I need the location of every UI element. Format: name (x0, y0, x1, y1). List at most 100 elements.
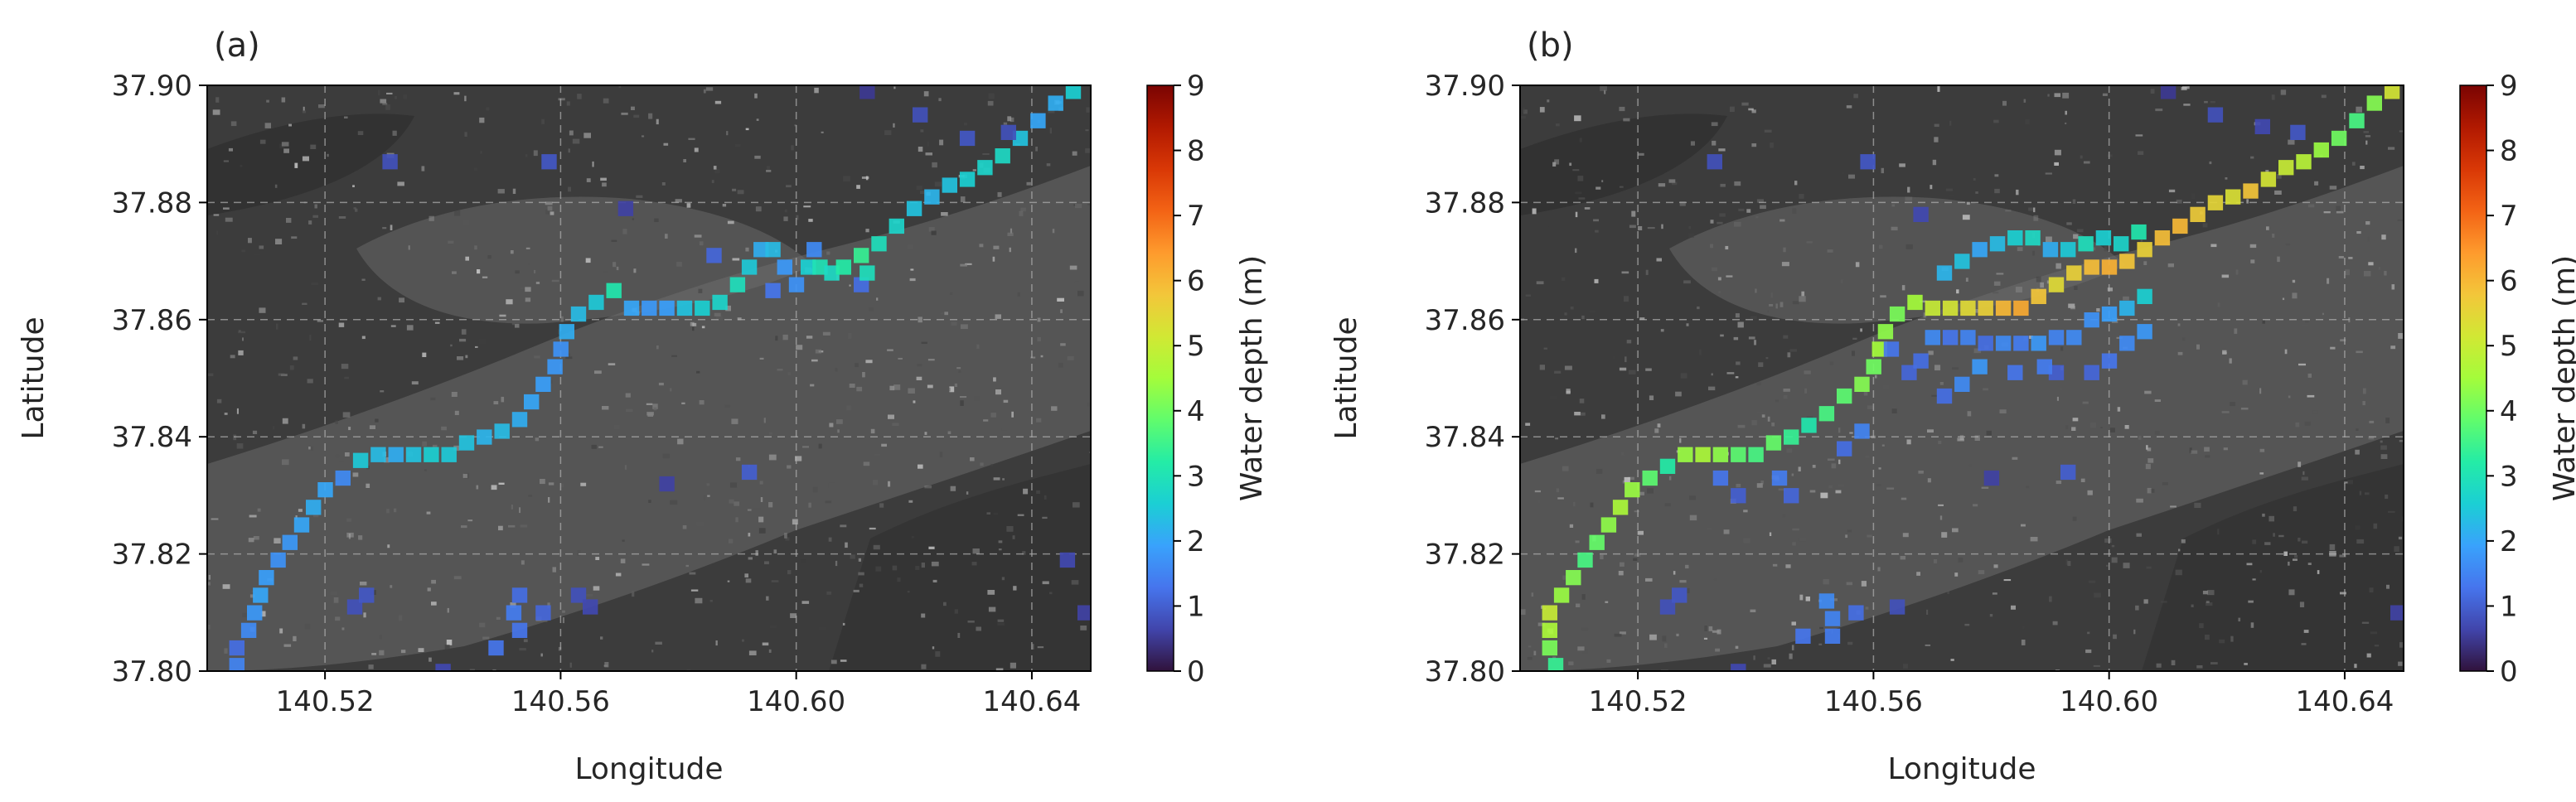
water-depth-cell (765, 283, 781, 298)
water-depth-cell (2119, 336, 2135, 351)
water-depth-cell (1547, 658, 1564, 671)
satellite-basemap (207, 85, 1091, 671)
water-depth-cell (1960, 300, 1976, 316)
colorbar-tick-label: 5 (1187, 330, 1205, 363)
water-depth-cell (494, 423, 510, 439)
water-depth-cell (2131, 224, 2147, 240)
water-depth-cells (1542, 85, 2404, 671)
water-depth-cell (606, 283, 622, 298)
y-tick-label: 37.80 (1425, 655, 1505, 688)
water-depth-cell (2066, 330, 2082, 345)
water-depth-cell (2095, 230, 2112, 246)
water-depth-cell (570, 306, 587, 322)
axes-frame (1519, 85, 2404, 672)
water-depth-cell (352, 452, 369, 468)
water-depth-cell (1553, 587, 1570, 603)
water-depth-cell (1795, 628, 1811, 644)
water-depth-cell (270, 552, 286, 568)
water-depth-cell (1942, 330, 1959, 345)
axes-frame (206, 85, 1092, 672)
water-depth-cell (1818, 593, 1835, 609)
water-depth-cell (293, 517, 310, 533)
water-depth-cell (1048, 95, 1063, 111)
map-chart-svg: 140.52 140.56 140.60 140.64 37.80 37.82 37.84 3… (1329, 27, 2576, 786)
water-depth-cell (317, 482, 333, 498)
colorbar-tick-label: 6 (1187, 265, 1205, 298)
water-depth-cell (977, 160, 993, 176)
water-depth-cell (1542, 622, 1557, 638)
water-depth-cell (2254, 118, 2270, 134)
map-chart-svg: 140.52 140.56 140.60 140.64 37.80 37.82 37.84 3… (17, 27, 1269, 786)
water-depth-cell (2048, 330, 2065, 345)
water-depth-cell (2313, 142, 2329, 158)
water-depth-cell (1995, 300, 2012, 316)
x-axis-label: Longitude (574, 752, 723, 786)
water-depth-cell (676, 300, 693, 316)
water-depth-cell (2078, 236, 2094, 252)
water-depth-cell (1577, 552, 1593, 568)
water-depth-cell (1983, 470, 2000, 486)
water-depth-cell (2225, 189, 2241, 205)
water-depth-cell (1942, 300, 1959, 316)
water-depth-cell (570, 587, 587, 603)
water-depth-cell (1877, 324, 1894, 340)
water-depth-cell (253, 587, 269, 603)
water-depth-cell (388, 447, 404, 462)
water-depth-cell (559, 324, 574, 340)
water-depth-cells (229, 85, 1091, 671)
colorbar-tick-label: 3 (1187, 460, 1205, 493)
water-depth-cell (2042, 242, 2059, 258)
water-depth-cell (535, 605, 551, 621)
water-depth-cell (306, 500, 322, 515)
colorbar-tick-label: 4 (2500, 395, 2518, 428)
water-depth-cell (812, 259, 828, 275)
water-depth-cell (541, 154, 557, 170)
water-depth-cell (659, 476, 675, 492)
water-depth-cell (1824, 628, 1841, 644)
water-depth-cell (2060, 242, 2076, 258)
y-tick-label: 37.86 (1425, 304, 1505, 337)
water-depth-cell (765, 242, 781, 258)
water-depth-cell (247, 605, 263, 621)
water-depth-cell (995, 148, 1010, 164)
water-depth-cell (2007, 365, 2023, 380)
water-depth-cell (1848, 605, 1864, 621)
water-depth-cell (2390, 605, 2404, 621)
water-depth-cell (1995, 336, 2012, 351)
water-depth-cell (2101, 353, 2118, 369)
water-depth-cell (1913, 353, 1929, 369)
water-depth-cell (2243, 183, 2259, 199)
water-depth-cell (913, 107, 928, 123)
colorbar (2460, 85, 2486, 671)
colorbar-tick-label: 1 (2500, 590, 2518, 623)
water-depth-cell (2207, 107, 2224, 123)
water-depth-cell (1589, 534, 1605, 550)
water-depth-cell (1642, 470, 1658, 486)
water-depth-cell (359, 587, 375, 603)
water-depth-cell (959, 172, 976, 187)
colorbar-tick-label: 2 (1187, 525, 1205, 558)
water-depth-cell (1659, 599, 1676, 615)
water-depth-cell (588, 294, 604, 311)
water-depth-cell (2114, 236, 2129, 252)
water-depth-cell (1978, 300, 1993, 316)
water-depth-cell (1925, 330, 1940, 345)
y-tick-label: 37.88 (112, 186, 192, 220)
water-depth-cell (1925, 300, 1940, 316)
x-tick-label: 140.56 (511, 685, 610, 718)
water-depth-cell (1972, 359, 1988, 374)
water-depth-cell (1695, 447, 1711, 462)
water-depth-cell (1913, 206, 1929, 222)
water-depth-cell (2137, 288, 2152, 304)
water-depth-cell (524, 394, 540, 410)
water-depth-cell (1731, 447, 1746, 462)
water-depth-cell (854, 248, 869, 263)
y-axis-label: Latitude (17, 316, 51, 439)
water-depth-cell (1765, 435, 1782, 451)
water-depth-cell (1854, 376, 1870, 392)
water-depth-cell (2084, 312, 2099, 328)
water-depth-cell (1059, 552, 1076, 568)
water-depth-cell (1824, 611, 1841, 626)
water-depth-cell (547, 359, 563, 374)
water-depth-cell (511, 622, 528, 638)
